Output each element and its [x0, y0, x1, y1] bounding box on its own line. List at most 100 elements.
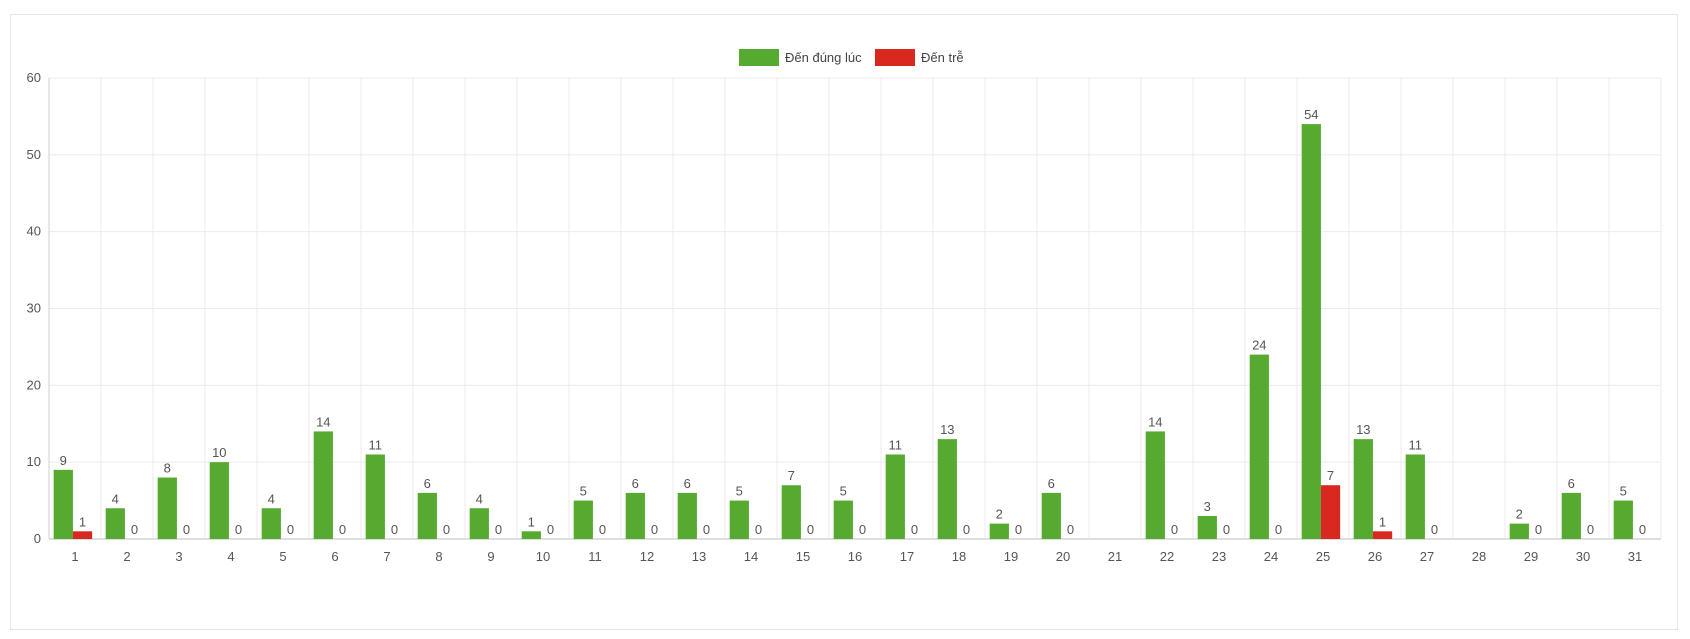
- data-label-late: 0: [391, 522, 398, 537]
- data-label-on-time: 7: [788, 468, 795, 483]
- data-label-on-time: 8: [164, 461, 171, 476]
- bar-on-time[interactable]: [885, 454, 905, 539]
- data-label-late: 0: [443, 522, 450, 537]
- bar-on-time[interactable]: [209, 462, 229, 539]
- x-tick-label: 14: [744, 549, 758, 564]
- bar-on-time[interactable]: [1561, 492, 1581, 539]
- data-label-on-time: 9: [60, 453, 67, 468]
- data-label-on-time: 54: [1304, 107, 1318, 122]
- bar-on-time[interactable]: [313, 431, 333, 539]
- bar-late[interactable]: [1372, 531, 1393, 539]
- x-tick-label: 3: [175, 549, 182, 564]
- x-tick-label: 12: [640, 549, 654, 564]
- data-label-late: 0: [1275, 522, 1282, 537]
- data-label-late: 0: [807, 522, 814, 537]
- bar-on-time[interactable]: [469, 508, 489, 539]
- bar-on-time[interactable]: [417, 492, 437, 539]
- x-tick-label: 9: [487, 549, 494, 564]
- y-tick-label: 50: [27, 147, 41, 162]
- bar-on-time[interactable]: [625, 492, 645, 539]
- data-label-on-time: 13: [1356, 422, 1370, 437]
- data-label-on-time: 13: [940, 422, 954, 437]
- data-label-on-time: 1: [528, 514, 535, 529]
- data-label-late: 0: [339, 522, 346, 537]
- data-label-on-time: 2: [996, 507, 1003, 522]
- x-tick-label: 20: [1056, 549, 1070, 564]
- data-label-late: 0: [1067, 522, 1074, 537]
- data-label-on-time: 6: [1048, 476, 1055, 491]
- y-tick-label: 30: [27, 301, 41, 316]
- legend-label-late[interactable]: Đến trễ: [921, 50, 964, 65]
- bar-on-time[interactable]: [1041, 492, 1061, 539]
- bar-on-time[interactable]: [53, 469, 73, 539]
- bar-on-time[interactable]: [1613, 500, 1633, 539]
- x-tick-label: 21: [1108, 549, 1122, 564]
- bar-on-time[interactable]: [573, 500, 593, 539]
- data-label-late: 0: [131, 522, 138, 537]
- bar-on-time[interactable]: [1405, 454, 1425, 539]
- bar-late[interactable]: [72, 531, 93, 539]
- chart-card: 0 10 20 30 40 50 60 9 1 1 4 0 2 8 0 3 10 0 4 4 0 5 14 0 6 11 0 7 6 0 8…: [10, 14, 1678, 630]
- bar-on-time[interactable]: [1249, 354, 1269, 539]
- bar-late[interactable]: [1320, 485, 1341, 539]
- data-label-on-time: 11: [369, 437, 383, 452]
- data-label-on-time: 24: [1252, 338, 1266, 353]
- bar-on-time[interactable]: [677, 492, 697, 539]
- data-label-late: 0: [963, 522, 970, 537]
- legend-swatch-on-time[interactable]: [739, 49, 779, 66]
- x-tick-label: 7: [383, 549, 390, 564]
- x-tick-label: 29: [1524, 549, 1538, 564]
- x-tick-label: 6: [331, 549, 338, 564]
- y-tick-label: 10: [27, 454, 41, 469]
- bar-on-time[interactable]: [1353, 439, 1373, 539]
- bar-on-time[interactable]: [105, 508, 125, 539]
- data-label-on-time: 4: [112, 491, 119, 506]
- data-label-on-time: 6: [424, 476, 431, 491]
- legend-label-on-time[interactable]: Đến đúng lúc: [785, 50, 862, 65]
- bar-on-time[interactable]: [833, 500, 853, 539]
- y-tick-label: 0: [34, 531, 41, 546]
- data-label-late: 0: [235, 522, 242, 537]
- data-label-late: 0: [1535, 522, 1542, 537]
- bar-on-time[interactable]: [365, 454, 385, 539]
- data-label-late: 0: [1639, 522, 1646, 537]
- data-label-on-time: 4: [476, 491, 483, 506]
- data-label-on-time: 5: [580, 484, 587, 499]
- x-tick-label: 23: [1212, 549, 1226, 564]
- data-label-late: 1: [79, 514, 86, 529]
- data-label-on-time: 6: [632, 476, 639, 491]
- x-tick-label: 31: [1628, 549, 1642, 564]
- x-tick-label: 27: [1420, 549, 1434, 564]
- data-label-on-time: 5: [736, 484, 743, 499]
- data-label-on-time: 14: [1148, 414, 1162, 429]
- x-tick-label: 4: [227, 549, 234, 564]
- bar-on-time[interactable]: [729, 500, 749, 539]
- legend-swatch-late[interactable]: [875, 49, 915, 66]
- data-label-late: 0: [183, 522, 190, 537]
- x-tick-label: 5: [279, 549, 286, 564]
- x-tick-label: 17: [900, 549, 914, 564]
- x-tick-label: 30: [1576, 549, 1590, 564]
- bar-on-time[interactable]: [1197, 515, 1217, 539]
- bar-on-time[interactable]: [1145, 431, 1165, 539]
- data-label-late: 0: [755, 522, 762, 537]
- data-label-late: 7: [1327, 468, 1334, 483]
- y-tick-label: 20: [27, 377, 41, 392]
- data-label-on-time: 10: [212, 445, 226, 460]
- bar-on-time[interactable]: [157, 477, 177, 539]
- bar-on-time[interactable]: [781, 485, 801, 539]
- data-label-on-time: 14: [316, 414, 330, 429]
- bar-on-time[interactable]: [521, 531, 541, 539]
- bar-on-time[interactable]: [989, 523, 1009, 539]
- bar-on-time[interactable]: [1301, 124, 1321, 539]
- data-label-on-time: 2: [1516, 507, 1523, 522]
- bar-on-time[interactable]: [261, 508, 281, 539]
- data-label-on-time: 6: [684, 476, 691, 491]
- data-label-late: 0: [1587, 522, 1594, 537]
- data-label-on-time: 11: [889, 437, 903, 452]
- x-tick-label: 16: [848, 549, 862, 564]
- data-label-late: 0: [651, 522, 658, 537]
- bar-on-time[interactable]: [1509, 523, 1529, 539]
- bar-on-time[interactable]: [937, 439, 957, 539]
- data-label-late: 1: [1379, 514, 1386, 529]
